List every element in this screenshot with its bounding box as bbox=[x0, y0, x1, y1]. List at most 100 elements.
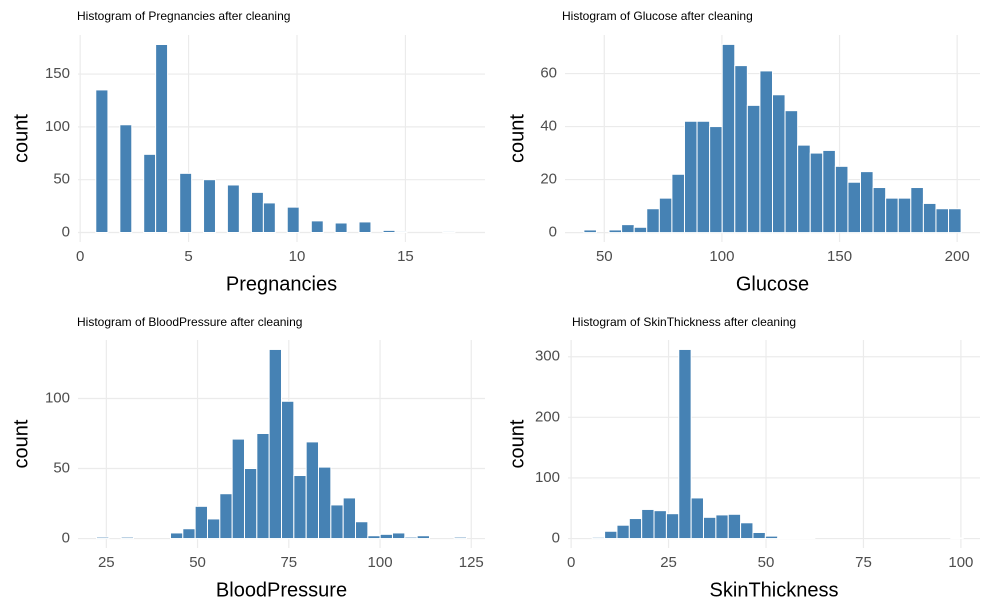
bar bbox=[143, 153, 157, 233]
bar bbox=[219, 493, 233, 540]
bar bbox=[231, 438, 245, 540]
bar bbox=[194, 505, 208, 540]
x-tick-label: 0 bbox=[76, 248, 84, 265]
chart-title: Histogram of BloodPressure after cleanin… bbox=[77, 315, 302, 329]
x-tick-label: 10 bbox=[289, 248, 306, 265]
x-axis-title: Pregnancies bbox=[226, 273, 337, 295]
bar bbox=[777, 537, 791, 540]
chart-title: Histogram of SkinThickness after cleanin… bbox=[572, 315, 796, 329]
bar bbox=[950, 537, 964, 540]
bar bbox=[355, 521, 369, 540]
bar bbox=[96, 536, 110, 540]
x-tick-label: 75 bbox=[280, 554, 297, 571]
bar bbox=[628, 518, 643, 540]
bar bbox=[834, 165, 849, 234]
bar bbox=[330, 504, 344, 540]
bar bbox=[604, 530, 618, 540]
bar bbox=[358, 221, 372, 233]
bar bbox=[416, 535, 430, 540]
y-tick-label: 200 bbox=[535, 408, 560, 425]
bar bbox=[621, 224, 635, 234]
y-tick-label: 100 bbox=[45, 118, 70, 135]
bar bbox=[250, 191, 264, 233]
bar bbox=[715, 514, 729, 540]
x-tick-label: 75 bbox=[855, 554, 872, 571]
x-tick-label: 25 bbox=[660, 554, 677, 571]
panel: Histogram of SkinThickness after cleanin… bbox=[506, 315, 980, 601]
chart-title: Histogram of Pregnancies after cleaning bbox=[77, 9, 290, 23]
bar bbox=[721, 43, 736, 234]
bar bbox=[318, 466, 332, 540]
bar bbox=[860, 171, 874, 234]
bar bbox=[885, 197, 899, 234]
panel: Histogram of Glucose after cleaning 0 20 40… bbox=[506, 9, 980, 295]
x-axis-title: Glucose bbox=[736, 273, 809, 295]
bar bbox=[286, 206, 300, 233]
y-tick-label: 0 bbox=[552, 530, 560, 547]
bar bbox=[203, 179, 216, 233]
bar bbox=[262, 202, 276, 233]
bar bbox=[382, 229, 396, 233]
y-axis-title: count bbox=[506, 114, 528, 163]
bar bbox=[727, 513, 742, 540]
bar bbox=[822, 149, 836, 234]
bar bbox=[641, 508, 655, 540]
bar bbox=[616, 524, 630, 540]
bar bbox=[665, 513, 680, 540]
bar bbox=[342, 497, 357, 540]
bar bbox=[453, 536, 467, 540]
bar bbox=[293, 475, 307, 540]
x-axis-title: SkinThickness bbox=[710, 579, 839, 601]
bar bbox=[334, 222, 348, 233]
y-tick-label: 50 bbox=[53, 459, 70, 476]
chart-title: Histogram of Glucose after cleaning bbox=[562, 9, 753, 23]
bar bbox=[772, 94, 786, 234]
x-tick-label: 200 bbox=[945, 248, 970, 265]
bar bbox=[243, 468, 258, 540]
bar bbox=[922, 202, 937, 234]
x-tick-label: 100 bbox=[709, 248, 734, 265]
bar bbox=[734, 65, 748, 234]
bar bbox=[646, 208, 660, 234]
bar bbox=[784, 110, 799, 234]
bar bbox=[591, 536, 606, 540]
x-tick-label: 125 bbox=[459, 554, 484, 571]
bar bbox=[305, 441, 320, 540]
x-tick-label: 0 bbox=[567, 554, 575, 571]
bar bbox=[608, 229, 623, 234]
bar bbox=[119, 124, 133, 233]
y-tick-label: 50 bbox=[53, 171, 70, 188]
bar bbox=[910, 187, 924, 234]
bar bbox=[683, 120, 698, 234]
panel: Histogram of BloodPressure after cleanin… bbox=[10, 315, 485, 601]
bar bbox=[155, 44, 169, 233]
y-axis-title: count bbox=[10, 114, 32, 163]
x-tick-label: 50 bbox=[189, 554, 206, 571]
x-tick-label: 150 bbox=[827, 248, 852, 265]
bar bbox=[709, 126, 723, 234]
bar bbox=[182, 528, 196, 540]
bar bbox=[935, 208, 950, 234]
bar bbox=[379, 533, 393, 540]
bar bbox=[120, 536, 135, 540]
bar bbox=[206, 518, 221, 540]
bar bbox=[759, 70, 773, 234]
bar bbox=[256, 432, 270, 540]
bar bbox=[897, 197, 912, 234]
bar bbox=[671, 173, 685, 234]
bar bbox=[281, 400, 295, 540]
y-tick-label: 40 bbox=[540, 118, 557, 135]
y-tick-label: 0 bbox=[549, 224, 557, 241]
bar bbox=[653, 510, 667, 540]
y-tick-label: 0 bbox=[62, 223, 70, 240]
bar bbox=[948, 208, 962, 234]
bar bbox=[367, 535, 381, 540]
bar bbox=[746, 104, 761, 234]
bar bbox=[170, 532, 184, 540]
x-tick-label: 25 bbox=[98, 554, 115, 571]
bar bbox=[690, 497, 704, 540]
y-axis-title: count bbox=[506, 419, 528, 468]
y-tick-label: 300 bbox=[535, 348, 560, 365]
bar bbox=[658, 197, 673, 234]
bar bbox=[696, 120, 711, 234]
